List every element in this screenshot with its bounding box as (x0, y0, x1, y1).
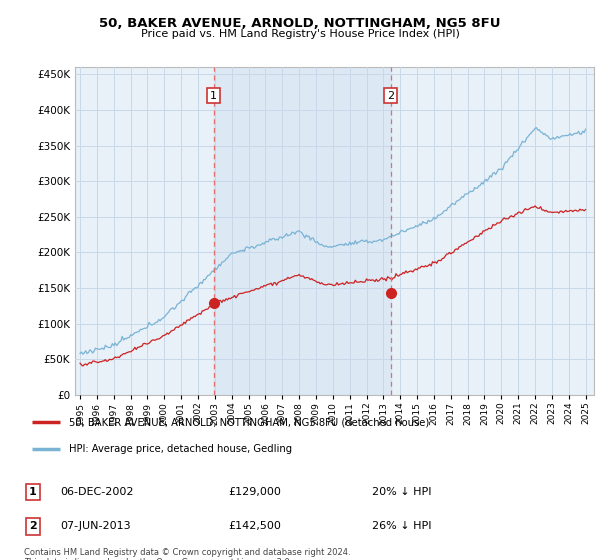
Text: 1: 1 (29, 487, 37, 497)
Text: Contains HM Land Registry data © Crown copyright and database right 2024.
This d: Contains HM Land Registry data © Crown c… (24, 548, 350, 560)
Text: 2: 2 (29, 521, 37, 531)
Text: £129,000: £129,000 (228, 487, 281, 497)
Text: 50, BAKER AVENUE, ARNOLD, NOTTINGHAM, NG5 8FU (detached house): 50, BAKER AVENUE, ARNOLD, NOTTINGHAM, NG… (68, 417, 429, 427)
Text: 26% ↓ HPI: 26% ↓ HPI (372, 521, 431, 531)
Text: Price paid vs. HM Land Registry's House Price Index (HPI): Price paid vs. HM Land Registry's House … (140, 29, 460, 39)
Text: HPI: Average price, detached house, Gedling: HPI: Average price, detached house, Gedl… (68, 444, 292, 454)
Text: 07-JUN-2013: 07-JUN-2013 (60, 521, 131, 531)
Text: 20% ↓ HPI: 20% ↓ HPI (372, 487, 431, 497)
Text: 50, BAKER AVENUE, ARNOLD, NOTTINGHAM, NG5 8FU: 50, BAKER AVENUE, ARNOLD, NOTTINGHAM, NG… (99, 17, 501, 30)
Text: 06-DEC-2002: 06-DEC-2002 (60, 487, 133, 497)
Text: 2: 2 (387, 91, 394, 101)
Bar (214, 67, 391, 395)
Text: 1: 1 (210, 91, 217, 101)
Text: £142,500: £142,500 (228, 521, 281, 531)
